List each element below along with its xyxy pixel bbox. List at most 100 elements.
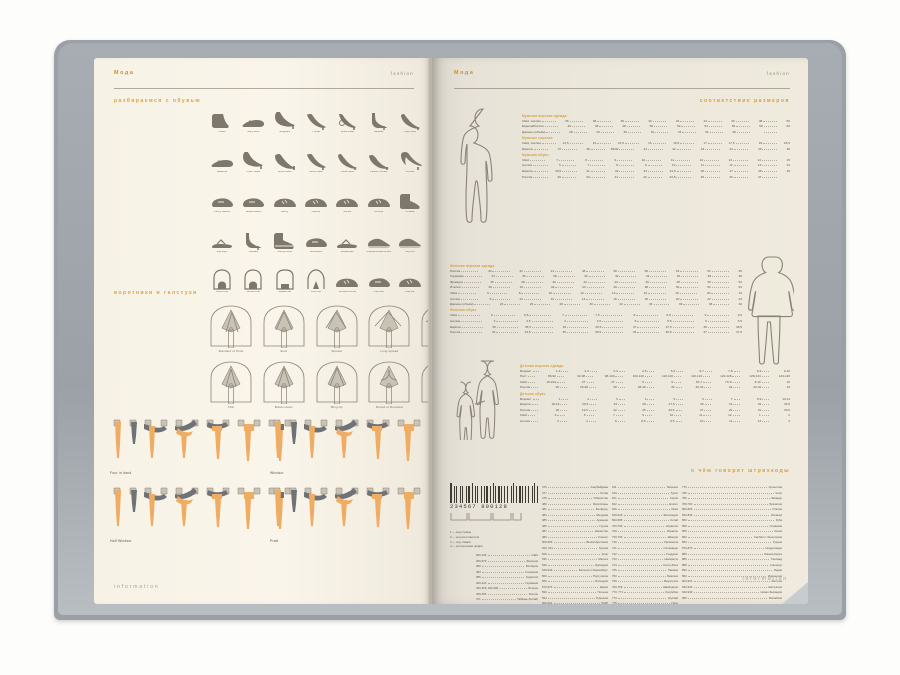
leader-dots <box>688 595 768 599</box>
size-table-value: 104-110 <box>632 374 644 379</box>
collar-item: Spread <box>314 302 360 353</box>
shoe-icon <box>271 190 299 210</box>
size-table-value: 2 <box>557 419 559 424</box>
leader-dots <box>463 279 481 283</box>
size-table-value: 7 <box>730 396 733 401</box>
country-name: Казахстан <box>594 529 608 534</box>
leader-dots <box>649 284 667 289</box>
country-code-number: 740 <box>612 540 617 545</box>
leader-dots <box>597 118 611 122</box>
leader-dots <box>647 146 663 150</box>
size-table-value: 40 <box>648 118 652 123</box>
shoe-icon <box>302 269 330 290</box>
size-table-value: 8 <box>616 163 619 168</box>
leader-dots <box>619 273 637 278</box>
size-table-value: 34 <box>491 330 496 335</box>
size-table-value: 48 <box>644 285 649 290</box>
leader-dots <box>675 157 691 161</box>
size-table-value: 6,5 <box>524 313 529 318</box>
leader-dots <box>693 584 767 588</box>
section-title-sizes: соответствие размеров <box>699 98 790 104</box>
leader-dots <box>555 296 573 300</box>
country-name: Финляндия <box>663 512 678 517</box>
size-table-value: 50 <box>707 279 711 284</box>
tie-knot-step <box>394 486 424 537</box>
leader-dots <box>618 556 664 561</box>
size-table-value: 7 <box>613 413 615 418</box>
size-table-value: 34 <box>786 385 791 390</box>
leader-dots <box>618 396 626 400</box>
size-table-group-title: Детская обувь <box>520 391 546 396</box>
leader-dots <box>688 495 770 500</box>
leader-dots <box>705 168 720 172</box>
size-table-row: Джинсы (объём) 28 29 30 32 34 36 38 <box>522 129 790 135</box>
leader-dots <box>680 279 698 283</box>
size-table-value: 5,5 <box>667 319 672 324</box>
shoe-label: Blucher <box>311 211 321 213</box>
leader-dots <box>637 318 659 323</box>
shoe-icon <box>396 110 424 130</box>
country-code-number: 487 <box>542 529 547 534</box>
country-name: Молдова <box>596 512 608 517</box>
country-code-row: 885 Таиланд <box>682 556 782 562</box>
size-table-value: 44 <box>614 279 618 284</box>
leader-dots <box>704 157 720 161</box>
country-name: Сирия <box>669 496 678 501</box>
size-table-value: 50 <box>675 285 680 290</box>
country-code-number: 741 <box>612 546 617 551</box>
leader-dots <box>688 567 773 572</box>
size-table-value: 23 <box>613 402 618 407</box>
country-code-row: 594 Румыния <box>542 595 608 601</box>
shoe-item: Sandals <box>239 230 267 254</box>
tie-knot-step <box>141 486 171 537</box>
country-code-number: 484 <box>542 512 547 517</box>
shoe-label: Plain toe <box>373 291 384 293</box>
size-table-value: 28-30 <box>637 385 646 390</box>
size-table-value: 35 <box>562 330 566 335</box>
leader-dots <box>705 174 720 178</box>
leader-dots <box>588 418 596 423</box>
shoe-icon <box>396 150 424 170</box>
country-code-number: 477 <box>542 490 547 495</box>
leader-dots <box>675 407 683 411</box>
size-table-value: 5 <box>634 319 637 324</box>
leader-dots <box>590 396 597 400</box>
leader-dots <box>527 373 535 378</box>
size-table-group-title: Мужская обувь <box>522 152 549 157</box>
size-table-value: 42 <box>614 274 619 279</box>
country-code-number: 480 <box>542 501 547 506</box>
shoe-row: Mules Mary Jane Slingback T-strap Ankle stra… <box>208 110 430 134</box>
size-table-row-label: Джинсы (объём) <box>450 302 474 307</box>
size-table-value: 2 <box>587 396 590 401</box>
size-table-value: 37,5 <box>736 330 743 335</box>
leader-dots <box>704 396 712 400</box>
leader-dots <box>762 401 769 406</box>
shoe-icon <box>302 150 330 170</box>
size-table-value: 46 <box>786 146 791 151</box>
shoe-label: Point toe <box>310 291 322 293</box>
country-code-number: 780 <box>682 490 687 495</box>
tie-knot-step <box>110 418 140 469</box>
leader-dots <box>626 123 641 128</box>
size-table-value: 10-11 <box>782 396 791 401</box>
shoe-label: T-strap <box>311 131 321 133</box>
country-code-number: 478 <box>542 496 547 501</box>
country-code-number: 750 <box>612 573 617 578</box>
leader-dots <box>672 329 694 334</box>
size-table-value: 3 <box>616 396 618 401</box>
shoe-icon <box>396 190 424 210</box>
size-table-value: 48 <box>594 124 599 129</box>
leader-dots <box>499 585 527 590</box>
leader-dots <box>733 384 741 389</box>
country-code-number: 759 <box>612 579 617 584</box>
size-table-value: 12 <box>728 413 732 418</box>
leader-dots <box>617 407 625 411</box>
country-code-row: 540-549 Бельгия и Люксембург <box>542 567 608 573</box>
size-table-value: 6 <box>671 379 674 384</box>
country-code-row: 478 Узбекистан <box>542 495 608 501</box>
country-code-number: 744 <box>612 562 617 567</box>
country-name: Польша <box>597 590 608 595</box>
shoe-label: Mules <box>218 131 226 133</box>
country-code-row: 539 Ирландия <box>542 562 608 568</box>
size-table-value: 3 <box>493 319 496 324</box>
